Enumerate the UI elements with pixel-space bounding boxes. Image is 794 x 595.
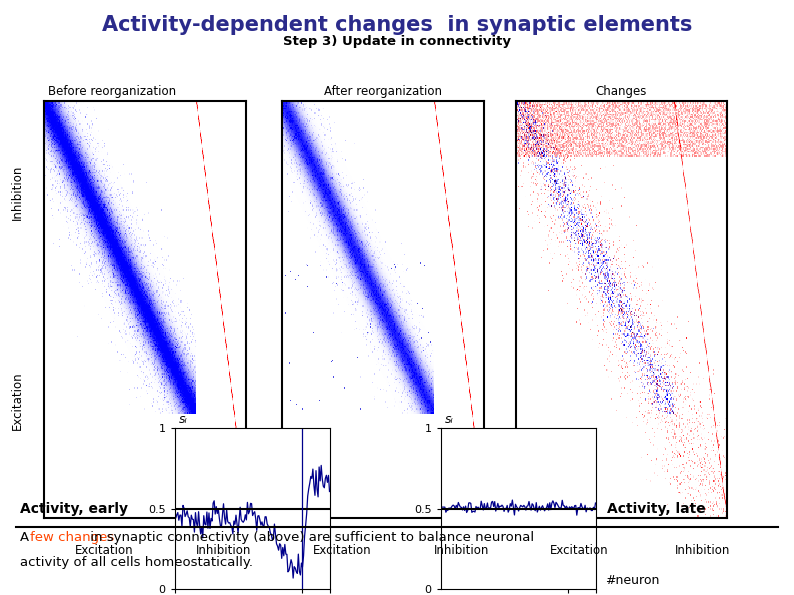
Text: activity of all cells homeostatically.: activity of all cells homeostatically. bbox=[20, 556, 252, 569]
Text: Inhibition: Inhibition bbox=[675, 544, 730, 558]
Text: sᵢ: sᵢ bbox=[179, 413, 187, 426]
Text: Changes: Changes bbox=[596, 85, 647, 98]
Text: Step 3) Update in connectivity: Step 3) Update in connectivity bbox=[283, 35, 511, 48]
Text: few changes: few changes bbox=[30, 531, 114, 544]
Text: Before reorganization: Before reorganization bbox=[48, 85, 175, 98]
Text: Activity, early: Activity, early bbox=[20, 502, 128, 516]
Text: Inhibition: Inhibition bbox=[434, 544, 489, 558]
Text: Excitation: Excitation bbox=[314, 544, 372, 558]
Text: A: A bbox=[20, 531, 29, 544]
Text: sᵢ: sᵢ bbox=[445, 413, 453, 426]
Text: Excitation: Excitation bbox=[75, 544, 133, 558]
Text: Excitation: Excitation bbox=[11, 372, 24, 430]
Text: Inhibition: Inhibition bbox=[195, 544, 251, 558]
Text: in synaptic connectivity (above) are sufficient to balance neuronal: in synaptic connectivity (above) are suf… bbox=[86, 531, 534, 544]
Text: #neuron: #neuron bbox=[605, 574, 659, 587]
Text: Inhibition: Inhibition bbox=[11, 165, 24, 221]
Text: Excitation: Excitation bbox=[550, 544, 608, 558]
Text: After reorganization: After reorganization bbox=[324, 85, 442, 98]
Text: Activity, late: Activity, late bbox=[607, 502, 706, 516]
Text: Activity-dependent changes  in synaptic elements: Activity-dependent changes in synaptic e… bbox=[102, 15, 692, 35]
